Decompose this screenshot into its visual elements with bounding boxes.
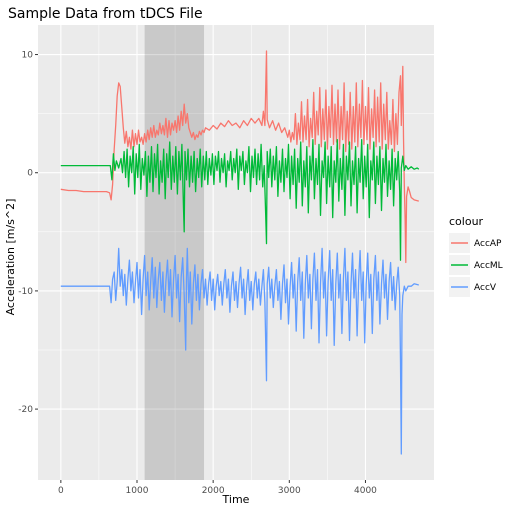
legend-label-accap: AccAP xyxy=(474,239,502,249)
y-tick-label: 10 xyxy=(22,51,34,61)
legend: AccAP AccML AccV xyxy=(449,233,503,297)
x-tick-label: 3000 xyxy=(278,486,301,496)
legend-label-accv: AccV xyxy=(474,283,497,293)
y-tick-label: -10 xyxy=(18,287,33,297)
shaded-region xyxy=(144,25,205,480)
plot-layer: 0 1000 2000 3000 4000 10 0 -10 -20 xyxy=(18,25,434,496)
legend-title: colour xyxy=(449,215,484,228)
series-line-accv xyxy=(60,247,419,455)
chart-title: Sample Data from tDCS File xyxy=(8,6,203,22)
legend-label-accml: AccML xyxy=(474,261,503,271)
x-tick-label: 1000 xyxy=(126,486,149,496)
x-tick-label: 0 xyxy=(58,486,64,496)
series-line-accap xyxy=(60,50,419,264)
x-axis-label: Time xyxy=(222,493,250,506)
x-tick-label: 2000 xyxy=(202,486,225,496)
x-tick-label: 4000 xyxy=(354,486,377,496)
y-tick-label: -20 xyxy=(18,405,33,415)
series-line-accml xyxy=(60,138,420,261)
y-tick-label: 0 xyxy=(27,169,33,179)
y-axis-label: Acceleration [m/s^2] xyxy=(4,199,17,316)
